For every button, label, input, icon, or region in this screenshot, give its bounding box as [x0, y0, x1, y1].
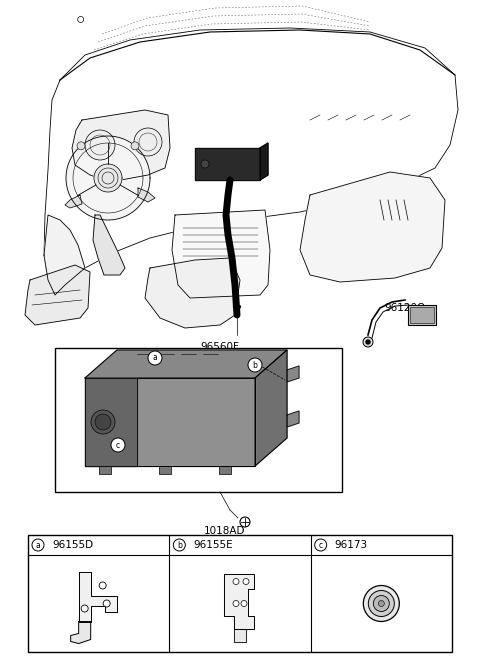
Bar	[195, 148, 260, 180]
Circle shape	[91, 410, 115, 434]
Polygon shape	[172, 210, 270, 298]
Circle shape	[363, 585, 399, 622]
Polygon shape	[300, 172, 445, 282]
Circle shape	[85, 130, 115, 160]
Polygon shape	[79, 572, 117, 622]
Polygon shape	[255, 350, 287, 466]
Circle shape	[99, 582, 106, 589]
Circle shape	[368, 591, 395, 616]
Circle shape	[78, 16, 84, 22]
Text: b: b	[177, 541, 182, 549]
Circle shape	[32, 539, 44, 551]
Circle shape	[240, 517, 250, 527]
Polygon shape	[66, 136, 150, 220]
Bar	[195, 148, 260, 180]
Circle shape	[81, 605, 88, 612]
Polygon shape	[287, 366, 299, 382]
Polygon shape	[234, 629, 246, 641]
Polygon shape	[44, 28, 458, 295]
Text: 96155D: 96155D	[52, 540, 93, 550]
Polygon shape	[224, 574, 254, 629]
Text: 96120Q: 96120Q	[384, 303, 426, 313]
Circle shape	[201, 160, 209, 168]
Bar	[55, 348, 342, 492]
Circle shape	[248, 358, 262, 372]
Text: 96560F: 96560F	[201, 342, 240, 352]
Polygon shape	[44, 215, 85, 295]
Circle shape	[233, 600, 239, 606]
Polygon shape	[287, 411, 299, 427]
Circle shape	[148, 351, 162, 365]
Text: 1018AD: 1018AD	[204, 526, 246, 536]
Circle shape	[233, 579, 239, 585]
Bar	[28, 535, 452, 652]
Polygon shape	[85, 350, 287, 378]
Polygon shape	[93, 215, 125, 275]
Circle shape	[134, 128, 162, 156]
Circle shape	[241, 600, 247, 606]
Circle shape	[363, 337, 373, 347]
Circle shape	[131, 142, 139, 150]
Circle shape	[95, 414, 111, 430]
Bar	[159, 466, 171, 474]
Circle shape	[77, 142, 85, 150]
Text: c: c	[319, 541, 323, 549]
Polygon shape	[260, 143, 268, 180]
Circle shape	[373, 595, 389, 612]
Text: a: a	[36, 541, 40, 549]
Circle shape	[243, 579, 249, 585]
Circle shape	[103, 600, 110, 607]
Polygon shape	[145, 258, 240, 328]
Bar	[410, 307, 434, 323]
Polygon shape	[72, 110, 170, 182]
Bar	[219, 466, 231, 474]
Bar	[85, 378, 137, 466]
Text: 96173: 96173	[335, 540, 368, 550]
Polygon shape	[25, 265, 90, 325]
Circle shape	[378, 600, 384, 606]
Bar	[85, 378, 255, 466]
Text: b: b	[252, 361, 257, 369]
Circle shape	[315, 539, 327, 551]
Polygon shape	[71, 622, 91, 643]
Circle shape	[111, 438, 125, 452]
Circle shape	[366, 340, 370, 344]
Text: 96155E: 96155E	[193, 540, 233, 550]
Bar	[99, 466, 111, 474]
Circle shape	[173, 539, 185, 551]
Polygon shape	[65, 195, 82, 208]
Text: a: a	[153, 353, 157, 363]
Polygon shape	[94, 164, 122, 192]
Bar	[408, 305, 436, 325]
Text: c: c	[116, 440, 120, 449]
Polygon shape	[138, 188, 155, 202]
Bar	[85, 378, 255, 466]
Bar	[85, 378, 137, 466]
